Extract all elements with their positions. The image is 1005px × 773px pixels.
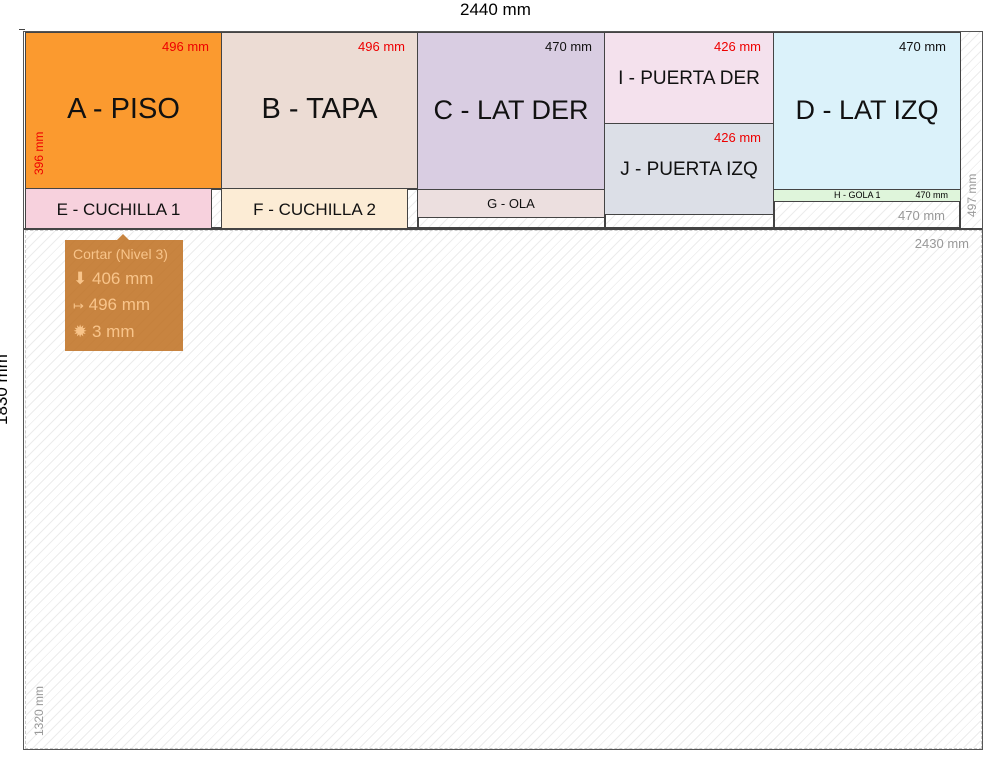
piece-c-width: 470 mm [545, 39, 592, 54]
tooltip-height: 406 mm [91, 269, 154, 288]
piece-g-name: G - OLA [487, 196, 535, 211]
piece-i-width: 426 mm [714, 39, 761, 54]
waste-j[interactable] [605, 214, 774, 228]
waste-g[interactable] [418, 217, 605, 228]
piece-i-name: I - PUERTA DER [618, 68, 760, 89]
piece-f[interactable]: F - CUCHILLA 2 [221, 188, 408, 229]
piece-b[interactable]: 496 mm B - TAPA [221, 32, 418, 189]
waste-bottom-height: 1320 mm [32, 685, 46, 736]
piece-e-name: E - CUCHILLA 1 [56, 200, 181, 219]
piece-a-height: 396 mm [32, 131, 46, 175]
width-arrows-icon: ↦ [73, 298, 84, 313]
board [23, 31, 983, 750]
piece-d[interactable]: 470 mm D - LAT IZQ [773, 32, 961, 190]
piece-c-name: C - LAT DER [433, 95, 589, 125]
piece-i[interactable]: 426 mm I - PUERTA DER [604, 32, 774, 124]
piece-a-width: 496 mm [162, 39, 209, 54]
cut-tooltip: Cortar (Nivel 3) ⬇ 406 mm ↦ 496 mm ✹ 3 m… [65, 234, 183, 351]
piece-c[interactable]: 470 mm C - LAT DER [417, 32, 605, 190]
row-divider [24, 228, 982, 230]
piece-j-width: 426 mm [714, 130, 761, 145]
tooltip-title: Cortar (Nivel 3) [73, 246, 168, 262]
board-width-label: 2440 mm [460, 0, 531, 19]
saw-blade-icon: ✹ [73, 322, 88, 341]
piece-d-width: 470 mm [899, 39, 946, 54]
waste-h[interactable]: 470 mm [774, 201, 960, 228]
piece-g[interactable]: G - OLA [417, 189, 605, 218]
tooltip-width: 496 mm [88, 295, 151, 314]
waste-right-height: 497 mm [965, 173, 979, 217]
piece-e[interactable]: E - CUCHILLA 1 [25, 188, 212, 229]
waste-right-strip[interactable]: 497 mm [960, 32, 981, 228]
piece-h-name: H - GOLA 1 [834, 190, 881, 200]
piece-h-width: 470 mm [915, 190, 948, 200]
height-icon: ⬇ [73, 269, 88, 288]
tooltip-kerf: 3 mm [91, 322, 135, 341]
waste-bottom-width: 2430 mm [914, 236, 969, 251]
piece-f-name: F - CUCHILLA 2 [253, 200, 376, 219]
board-corner-mark [19, 29, 25, 30]
piece-h[interactable]: H - GOLA 1 470 mm [773, 189, 961, 202]
waste-bottom[interactable]: 2430 mm 1320 mm [25, 230, 982, 749]
waste-h-width: 470 mm [898, 208, 945, 223]
piece-j-name: J - PUERTA IZQ [620, 159, 758, 180]
piece-a[interactable]: 496 mm 396 mm A - PISO [25, 32, 222, 189]
piece-b-width: 496 mm [358, 39, 405, 54]
piece-a-name: A - PISO [67, 93, 180, 125]
piece-b-name: B - TAPA [261, 93, 378, 125]
piece-d-name: D - LAT IZQ [795, 95, 939, 125]
piece-j[interactable]: 426 mm J - PUERTA IZQ [604, 123, 774, 215]
board-height-label: 1830 mm [0, 354, 11, 425]
